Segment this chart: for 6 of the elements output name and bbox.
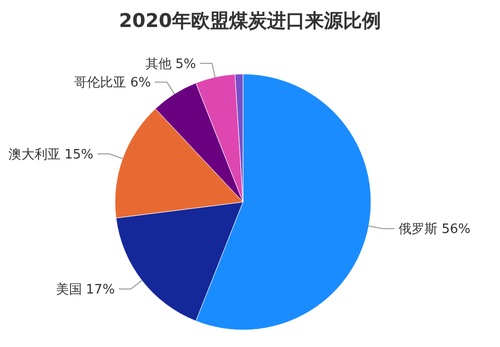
slice-label: 哥伦比亚 6% (74, 76, 151, 91)
slice-label: 美国 17% (56, 282, 115, 298)
chart-title: 2020年欧盟煤炭进口来源比例 (119, 10, 381, 32)
slice-label: 澳大利亚 15% (8, 147, 94, 162)
slice-label: 其他 5% (145, 56, 196, 72)
slice-label: 俄罗斯 56% (398, 222, 471, 238)
